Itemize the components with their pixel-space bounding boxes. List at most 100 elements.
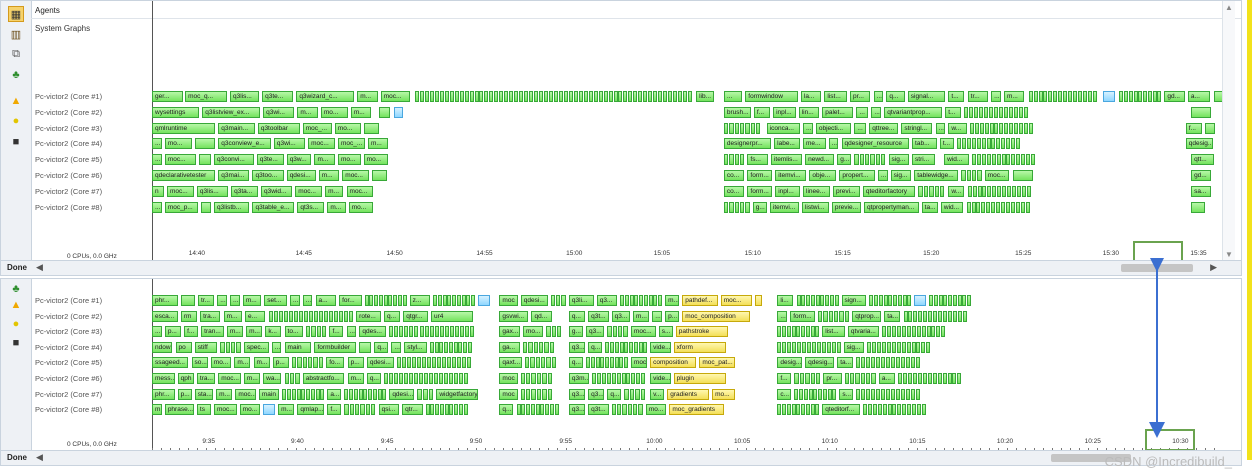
task-block[interactable] — [986, 201, 991, 213]
task-block[interactable] — [982, 185, 987, 197]
task-block[interactable] — [466, 295, 471, 306]
task-block[interactable] — [994, 122, 999, 134]
task-block[interactable] — [936, 326, 941, 338]
task-block[interactable]: ... — [856, 106, 869, 118]
task-block[interactable]: qdesi... — [366, 357, 394, 369]
task-block[interactable] — [313, 310, 318, 322]
task-block[interactable]: q3lis... — [230, 91, 259, 102]
task-block[interactable] — [289, 373, 295, 384]
task-block[interactable] — [542, 373, 547, 384]
task-block[interactable] — [453, 341, 458, 353]
task-block[interactable] — [593, 91, 598, 102]
task-block[interactable] — [938, 310, 943, 322]
task-block[interactable] — [611, 373, 616, 384]
task-block[interactable] — [399, 326, 404, 338]
task-block[interactable] — [531, 373, 536, 384]
task-block[interactable]: sa... — [1191, 185, 1212, 197]
task-block[interactable] — [1004, 122, 1009, 134]
task-block[interactable]: form... — [790, 310, 815, 322]
task-block[interactable]: moc... — [235, 388, 256, 400]
task-block[interactable] — [525, 357, 530, 369]
task-block[interactable] — [996, 154, 1001, 166]
task-block[interactable] — [1048, 91, 1053, 102]
task-block[interactable] — [607, 326, 612, 338]
task-block[interactable] — [449, 373, 454, 384]
task-block[interactable]: listwi... — [801, 201, 829, 213]
task-block[interactable]: q... — [607, 388, 622, 400]
task-block[interactable] — [782, 326, 787, 338]
task-block[interactable]: q... — [568, 357, 583, 369]
task-block[interactable] — [872, 404, 877, 416]
task-block[interactable] — [534, 91, 539, 102]
task-block[interactable]: mo... — [338, 154, 361, 166]
task-block[interactable] — [429, 341, 434, 353]
task-block[interactable] — [891, 341, 896, 353]
task-block[interactable] — [1020, 201, 1025, 213]
task-block[interactable]: q3listb... — [214, 201, 250, 213]
task-block[interactable] — [558, 91, 563, 102]
task-block[interactable] — [424, 373, 429, 384]
task-block[interactable] — [808, 388, 813, 400]
task-block[interactable] — [320, 388, 325, 400]
task-block[interactable]: gax... — [499, 326, 520, 338]
task-block[interactable]: tran... — [201, 326, 224, 338]
task-block[interactable] — [597, 373, 602, 384]
task-block[interactable]: moc_p... — [164, 201, 199, 213]
task-block[interactable] — [439, 341, 444, 353]
task-block[interactable] — [1023, 106, 1028, 118]
task-block[interactable] — [1088, 91, 1093, 102]
task-block[interactable] — [723, 122, 729, 134]
task-block[interactable] — [526, 373, 531, 384]
task-block[interactable]: m... — [633, 310, 650, 322]
task-block[interactable] — [548, 91, 553, 102]
task-block[interactable] — [303, 310, 308, 322]
task-block[interactable]: q3... — [588, 388, 605, 400]
task-block[interactable]: designerpr... — [723, 138, 771, 150]
task-block[interactable] — [916, 326, 921, 338]
task-block[interactable] — [583, 91, 588, 102]
task-block[interactable] — [910, 357, 915, 369]
task-block[interactable] — [359, 341, 372, 353]
task-block[interactable] — [471, 295, 476, 306]
tree-icon[interactable]: ♣ — [12, 69, 20, 81]
task-block[interactable]: pr... — [850, 91, 871, 102]
task-block[interactable] — [877, 341, 882, 353]
task-block[interactable] — [624, 295, 629, 306]
task-block[interactable]: moc... — [214, 404, 237, 416]
task-block[interactable]: t... — [948, 91, 965, 102]
task-block[interactable] — [867, 341, 872, 353]
task-block[interactable] — [938, 295, 943, 306]
task-block[interactable] — [383, 373, 388, 384]
task-block[interactable]: m... — [314, 154, 335, 166]
task-block[interactable] — [1038, 91, 1043, 102]
task-block[interactable] — [1078, 91, 1083, 102]
task-block[interactable] — [421, 357, 426, 369]
task-block[interactable] — [449, 91, 454, 102]
task-block[interactable] — [180, 295, 195, 306]
task-block[interactable]: ... — [289, 295, 300, 306]
task-block[interactable]: a... — [327, 388, 342, 400]
task-block[interactable] — [478, 295, 490, 306]
task-block[interactable]: ... — [935, 122, 946, 134]
task-block[interactable]: lib... — [696, 91, 715, 102]
task-block[interactable] — [444, 91, 449, 102]
task-block[interactable]: ... — [873, 91, 884, 102]
task-block[interactable] — [957, 295, 962, 306]
task-block[interactable] — [199, 154, 211, 166]
task-block[interactable] — [805, 326, 810, 338]
task-block[interactable]: ... — [828, 138, 839, 150]
task-block[interactable] — [521, 404, 526, 416]
task-block[interactable] — [623, 326, 628, 338]
task-block[interactable] — [996, 138, 1001, 150]
task-block[interactable]: moc_gradients — [669, 404, 724, 416]
task-block[interactable] — [429, 326, 434, 338]
task-block[interactable] — [626, 373, 631, 384]
task-block[interactable] — [374, 295, 379, 306]
task-block[interactable] — [393, 106, 404, 118]
task-block[interactable] — [639, 295, 644, 306]
task-block[interactable] — [854, 154, 859, 166]
task-block[interactable] — [901, 326, 906, 338]
task-block[interactable] — [687, 91, 692, 102]
task-block[interactable] — [911, 341, 916, 353]
task-block[interactable] — [805, 404, 810, 416]
